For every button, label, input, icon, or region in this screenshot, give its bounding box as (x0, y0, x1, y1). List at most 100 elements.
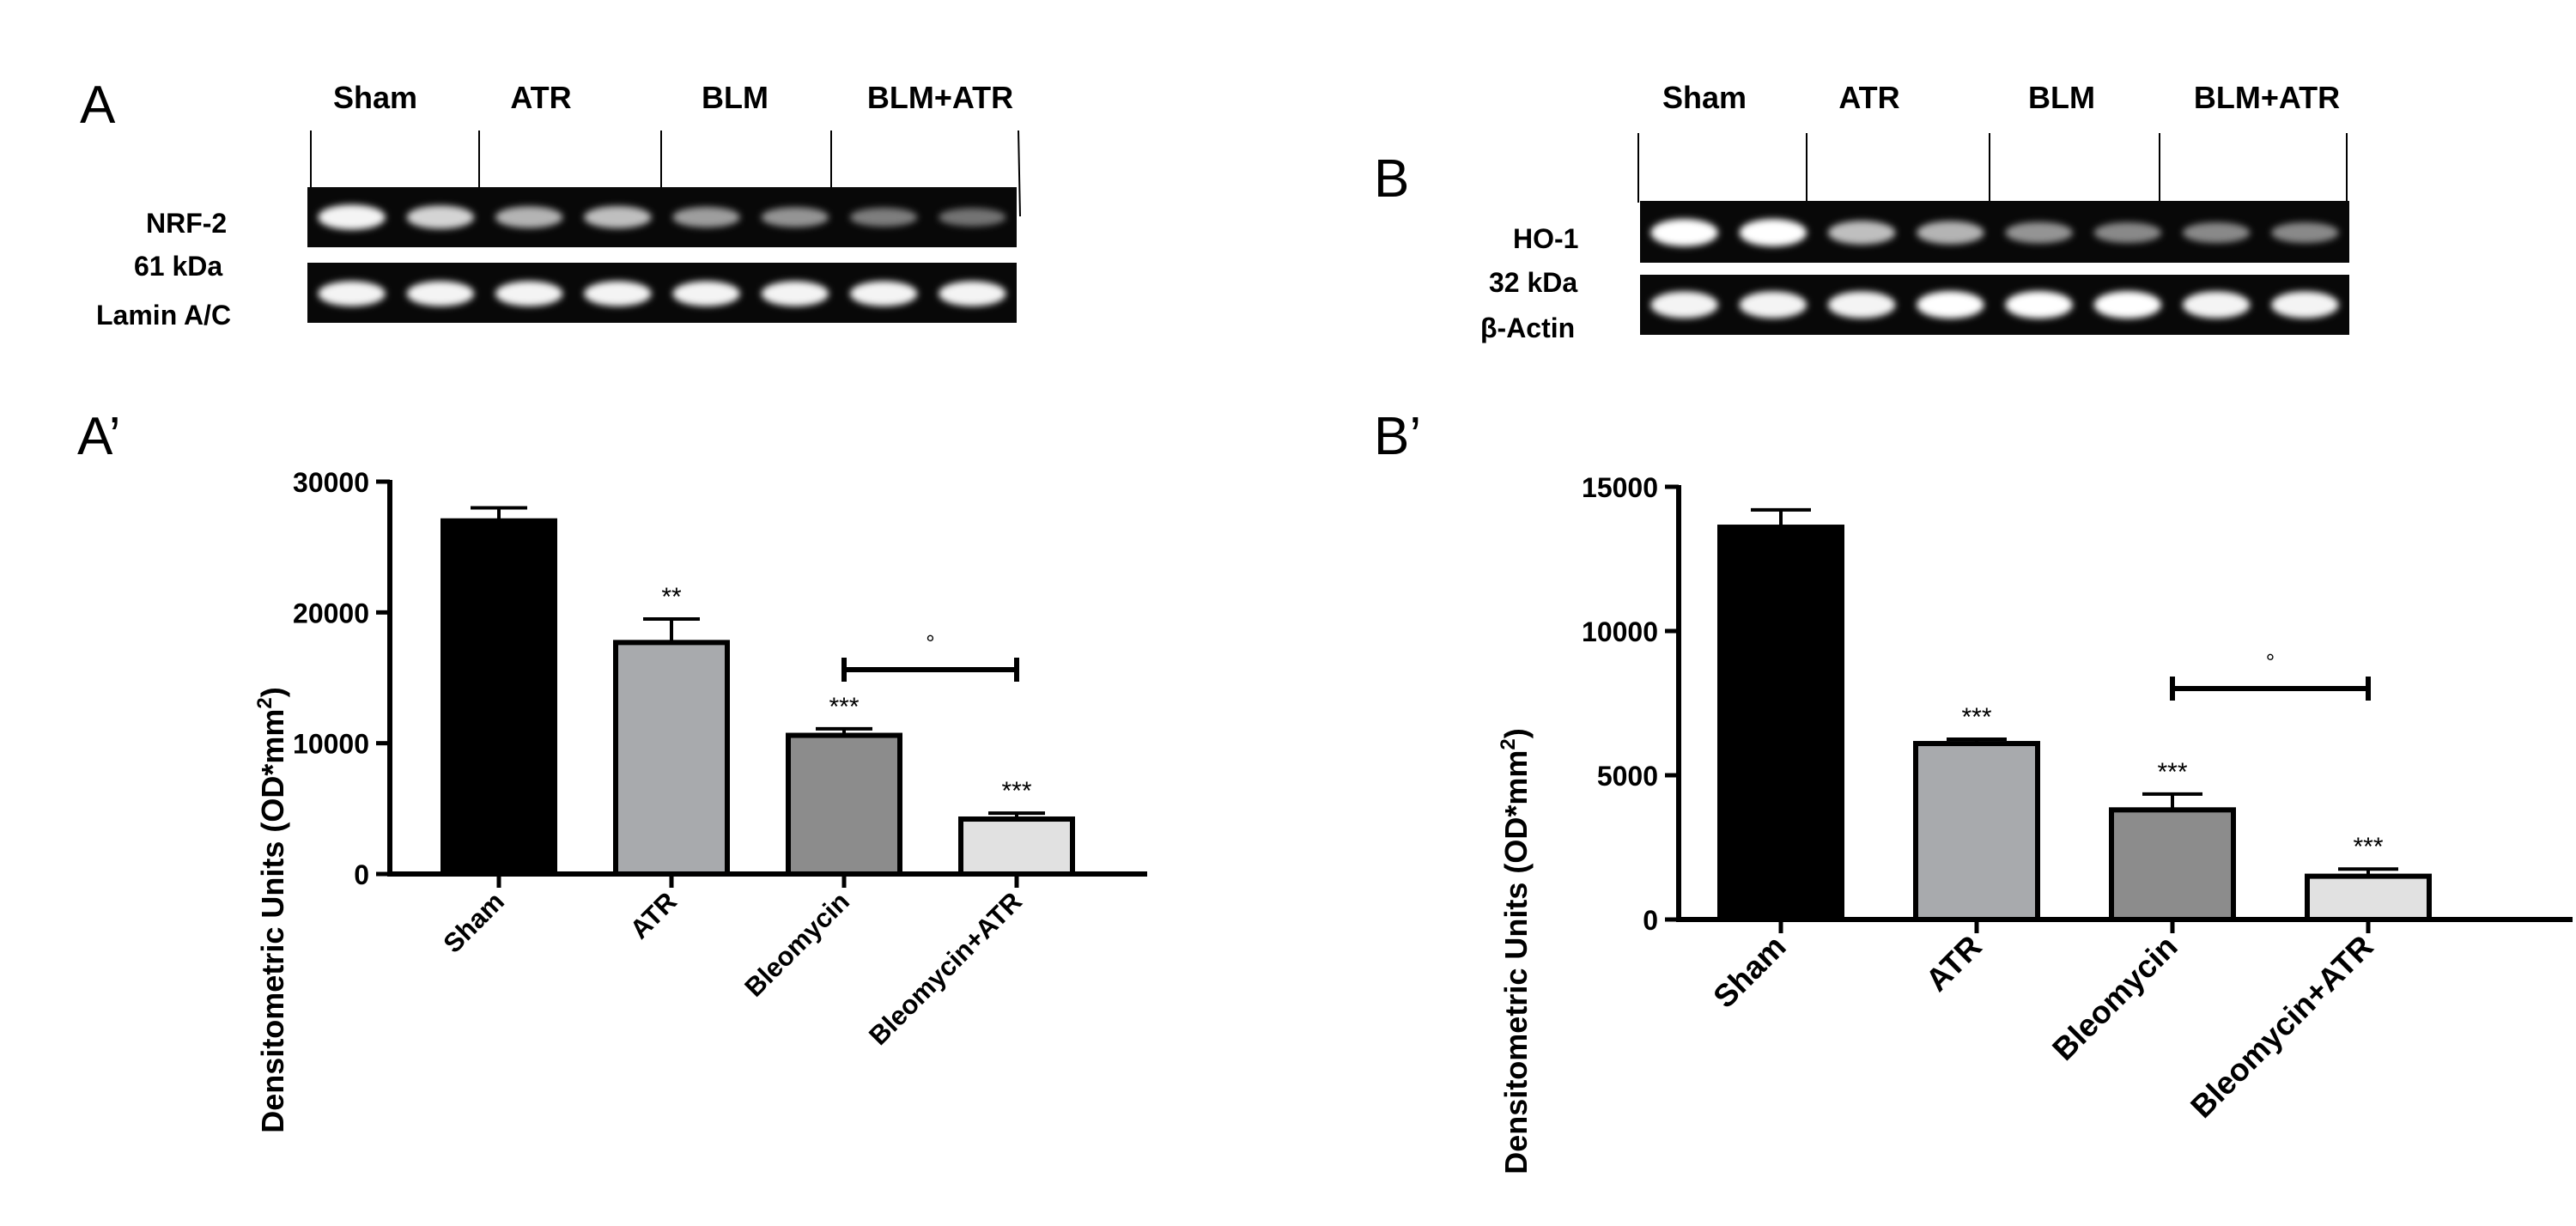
chart-a-y-tick-label: 0 (354, 859, 369, 890)
chart-a-ylabel: Densitometric Units (OD*mm2) (253, 687, 290, 1132)
blot-b-lane-label: Sham (1662, 80, 1747, 115)
blot-band (584, 281, 652, 306)
blot-b-target-label: HO-1 (1513, 223, 1579, 254)
chart-b-bar (1717, 525, 1844, 922)
chart-a-y-tick-label: 20000 (293, 598, 369, 628)
blot-band (318, 204, 386, 230)
chart-a-y-tick-label: 30000 (293, 467, 369, 498)
blot-band (939, 281, 1006, 306)
blot-band (849, 208, 918, 227)
chart-a-category-label: ATR (624, 886, 683, 944)
chart-b-bar (1913, 741, 2040, 923)
chart-a-marks: 0 10000 20000 30000 Sham ** ATR *** Bleomycin ***… (293, 467, 1147, 1051)
blot-a-target-bands (318, 204, 1006, 230)
blot-b-target-bands (1650, 219, 2339, 246)
blot-band (2182, 222, 2251, 244)
blot-a-target-strip (307, 187, 1017, 247)
blot-a-target-label: NRF-2 (146, 208, 228, 239)
chart-b-significance-label: *** (1961, 703, 1991, 731)
blot-a-control-strip (307, 263, 1017, 323)
chart-a-significance-label: *** (1001, 777, 1031, 805)
blot-a-lane-label: ATR (510, 80, 572, 115)
blot-band (1827, 291, 1896, 319)
chart-b-bar (2305, 873, 2432, 923)
blot-band (672, 207, 740, 228)
blot-band (939, 208, 1006, 227)
blot-band (495, 281, 563, 306)
panel-a-letter: A (80, 76, 116, 135)
chart-a-bar (958, 816, 1075, 877)
blot-b-target-kda: 32 kDa (1489, 267, 1578, 298)
blot-band (2182, 291, 2251, 319)
blot-a-dividers (310, 130, 1021, 217)
chart-a-category-label: Bleomycin (738, 886, 855, 1003)
chart-b-ylabel-group: Densitometric Units (OD*mm2) (1497, 728, 1534, 1174)
blot-band (2005, 222, 2073, 244)
blot-band (1739, 291, 1807, 319)
bar-chart-ho1: 0 5000 10000 15000 Sham *** ATR *** Bleomycin ***… (1497, 472, 2573, 1174)
blot-band (2093, 222, 2162, 244)
chart-b-category-label: Sham (1706, 929, 1792, 1015)
blot-band (1739, 219, 1807, 246)
blot-a-lane-label: BLM+ATR (866, 80, 1014, 115)
chart-b-category-label: Bleomycin+ATR (2184, 929, 2379, 1125)
blot-band (2271, 222, 2339, 244)
blot-band (406, 205, 475, 229)
blot-band (318, 281, 386, 306)
blot-band (1917, 221, 1984, 245)
blot-band (1650, 219, 1718, 246)
chart-b-category-label: ATR (1919, 929, 1989, 998)
blot-a-target-kda: 61 kDa (134, 251, 223, 282)
blot-band (849, 281, 918, 306)
blot-b-lane-label: BLM+ATR (2193, 80, 2341, 115)
chart-a-bar (613, 640, 730, 877)
chart-b-y-tick-label: 15000 (1582, 472, 1658, 503)
chart-a-category-label: Sham (438, 886, 510, 958)
blot-a-control-label: Lamin A/C (96, 300, 232, 331)
chart-a-bar (440, 518, 557, 877)
chart-b-y-tick-label: 10000 (1582, 616, 1658, 647)
blot-band (495, 206, 563, 228)
blot-a-control-bands (318, 281, 1006, 306)
chart-a-category-label: Bleomycin+ATR (863, 886, 1028, 1051)
blot-b-lane-label: BLM (2028, 80, 2095, 115)
chart-b-marks: 0 5000 10000 15000 Sham *** ATR *** Bleomycin ***… (1582, 472, 2573, 1125)
blot-band (761, 207, 829, 228)
blot-b-control-label: β-Actin (1480, 313, 1576, 343)
chart-b-category-label: Bleomycin (2045, 929, 2184, 1067)
blot-b-control-bands (1650, 291, 2339, 319)
blot-band (1827, 221, 1896, 245)
blot-band (2005, 291, 2073, 319)
chart-b-significance-label: *** (2353, 833, 2383, 861)
blot-band (406, 281, 475, 306)
chart-b-y-tick-label: 0 (1643, 905, 1658, 936)
panel-b-letter: B (1374, 149, 1410, 209)
blot-band (2093, 291, 2162, 319)
chart-b-bracket-label: ° (2266, 649, 2275, 675)
chart-a-bar (786, 732, 902, 877)
chart-b-y-tick-label: 5000 (1597, 761, 1658, 792)
panel-a-prime-letter: A’ (77, 407, 121, 466)
blot-b-target-strip (1640, 201, 2349, 263)
blot-b-lane-label: ATR (1838, 80, 1900, 115)
blot-a-lane-label: Sham (332, 80, 418, 115)
chart-a-significance-label: ** (661, 583, 682, 611)
chart-b-ylabel: Densitometric Units (OD*mm2) (1497, 728, 1534, 1174)
blot-b-dividers (1637, 133, 2348, 203)
blot-band (761, 281, 829, 306)
blot-b-control-strip (1640, 275, 2349, 335)
blot-band (2271, 291, 2339, 319)
blot-band (1650, 291, 1718, 319)
chart-a-y-tick-label: 10000 (293, 729, 369, 760)
blot-band (584, 206, 652, 228)
chart-a-significance-label: *** (829, 693, 859, 721)
panel-b-prime-letter: B’ (1374, 407, 1422, 466)
bar-chart-nrf2: 0 10000 20000 30000 Sham ** ATR *** Bleomycin ***… (253, 467, 1147, 1133)
chart-b-bar (2109, 807, 2236, 923)
blot-band (672, 281, 740, 306)
chart-a-bracket-label: ° (926, 630, 934, 656)
chart-a-ylabel-group: Densitometric Units (OD*mm2) (253, 687, 290, 1132)
chart-b-significance-label: *** (2157, 758, 2187, 786)
blot-band (1917, 291, 1984, 319)
blot-a-lane-label: BLM (702, 80, 769, 115)
